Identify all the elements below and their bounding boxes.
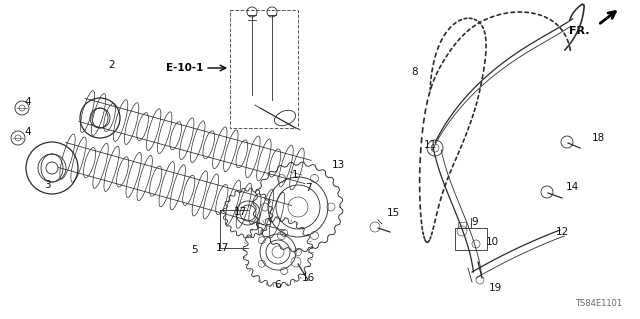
Text: 4: 4 (25, 127, 31, 137)
Text: 1: 1 (292, 170, 298, 180)
Text: 15: 15 (387, 208, 399, 218)
Text: 17: 17 (234, 207, 246, 217)
Bar (230, 10, 298, 128)
Text: 16: 16 (301, 273, 315, 283)
Text: 6: 6 (275, 280, 282, 290)
Text: E-10-1: E-10-1 (166, 63, 203, 73)
Text: 17: 17 (216, 243, 228, 253)
Text: 4: 4 (25, 97, 31, 107)
Text: 13: 13 (332, 160, 344, 170)
Text: 2: 2 (109, 60, 115, 70)
Text: 9: 9 (472, 217, 478, 227)
Text: TS84E1101: TS84E1101 (575, 299, 622, 308)
Text: 19: 19 (488, 283, 502, 293)
Text: 3: 3 (44, 180, 51, 190)
Text: 11: 11 (424, 140, 436, 150)
Text: FR.: FR. (570, 26, 590, 36)
Text: 8: 8 (412, 67, 419, 77)
Text: 18: 18 (591, 133, 605, 143)
Text: 10: 10 (485, 237, 499, 247)
Text: 12: 12 (556, 227, 568, 237)
Bar (455, 228, 487, 250)
Text: 5: 5 (192, 245, 198, 255)
Bar (458, 222, 466, 228)
Text: 7: 7 (305, 183, 311, 193)
Text: 14: 14 (565, 182, 579, 192)
